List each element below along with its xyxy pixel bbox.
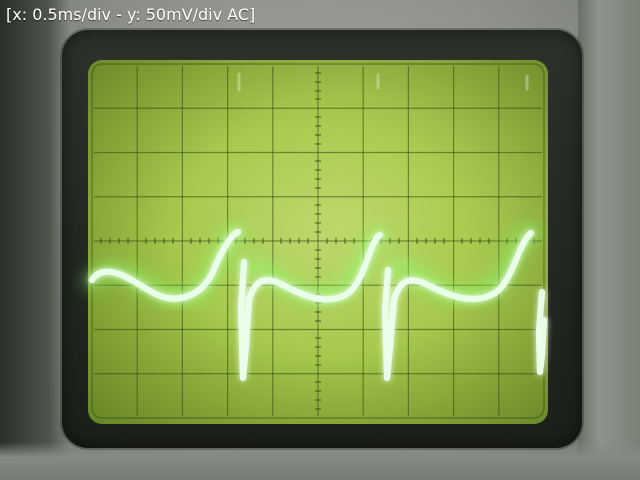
- phosphor-dots: [237, 72, 529, 92]
- right-bezel: [578, 0, 640, 480]
- measurement-caption: [x: 0.5ms/div - y: 50mV/div AC]: [6, 5, 256, 24]
- trace-glow: [84, 224, 539, 306]
- graticule-border: [91, 63, 545, 419]
- trace-waveform: [88, 228, 548, 382]
- bottom-bezel: [0, 442, 640, 480]
- oscilloscope-trace: [88, 228, 548, 382]
- left-bezel-shadow: [0, 0, 70, 480]
- graticule-grid: [91, 63, 545, 419]
- graticule-horizontal-lines: [94, 107, 542, 375]
